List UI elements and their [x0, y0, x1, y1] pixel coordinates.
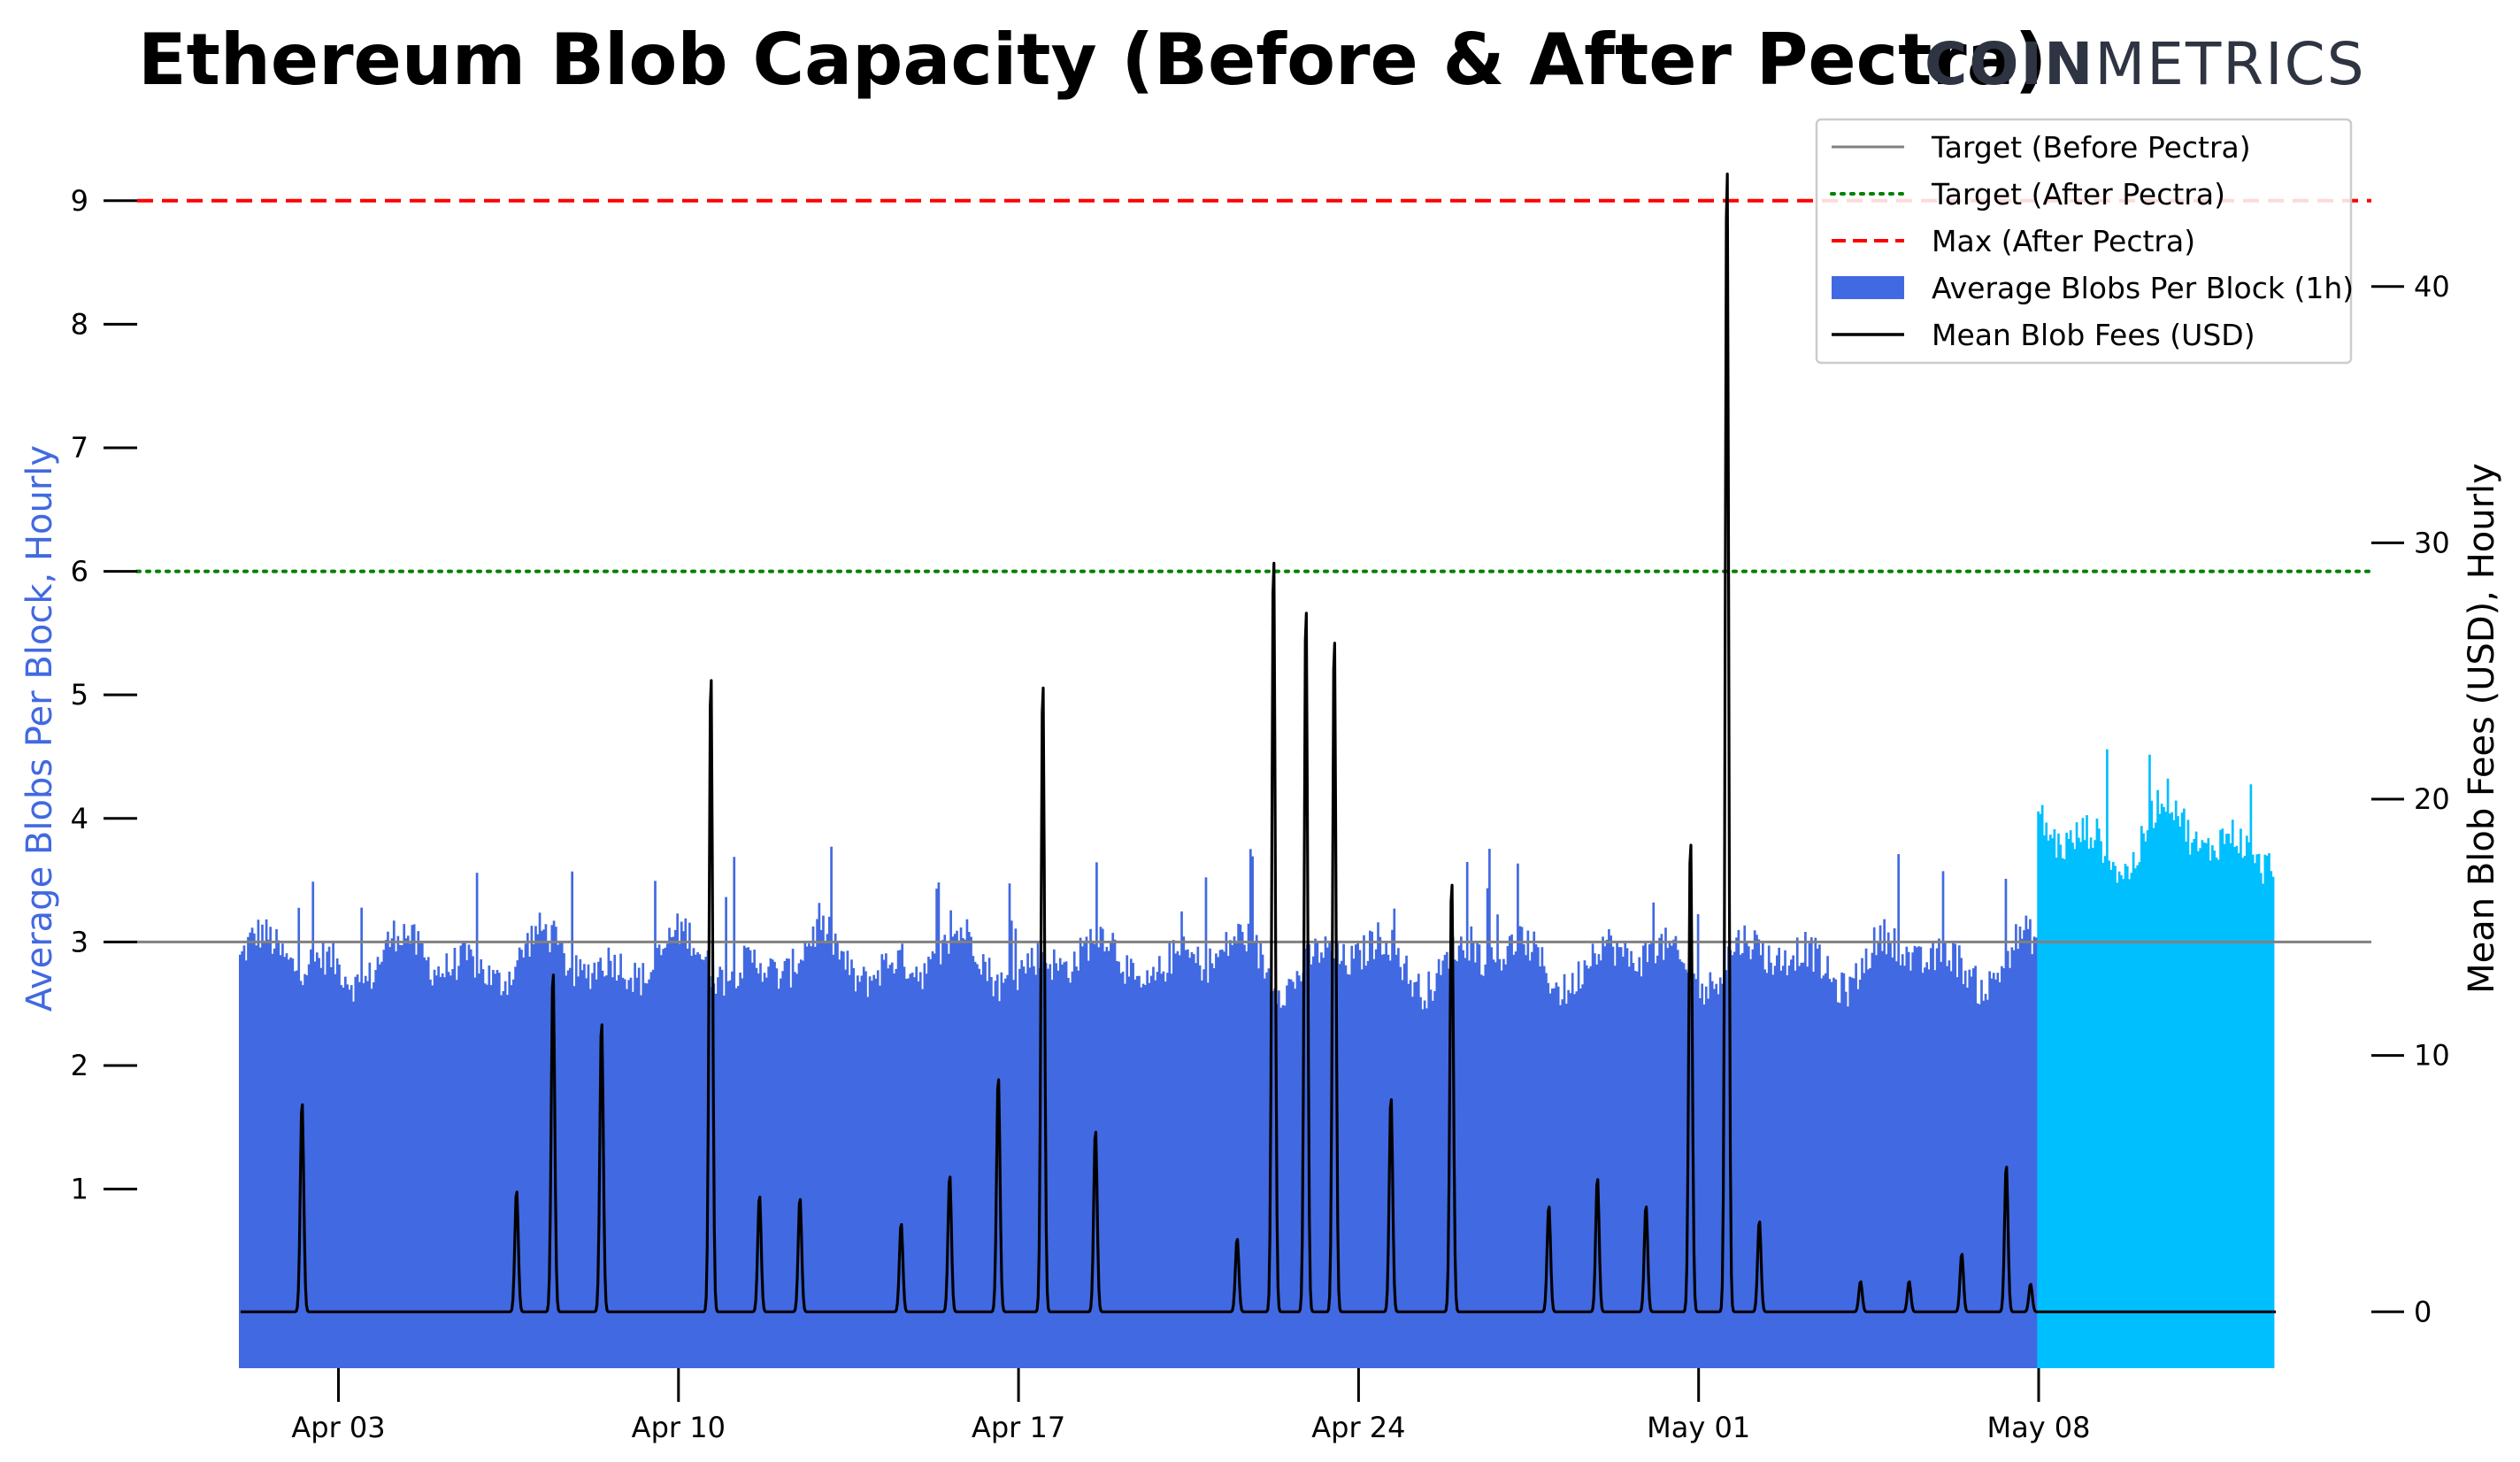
- bars-after-pectra-shape: [2037, 749, 2275, 1368]
- left-tick-label: 6: [71, 555, 88, 589]
- right-tick-label: 10: [2414, 1039, 2450, 1073]
- left-tick-label: 5: [71, 678, 88, 712]
- x-tick-label: Apr 17: [972, 1411, 1065, 1444]
- legend-item: Max (After Pectra): [1832, 224, 2195, 258]
- legend-frame: [1815, 118, 2353, 365]
- x-tick-label: Apr 03: [291, 1411, 385, 1444]
- bars-after-pectra: [2037, 749, 2275, 1368]
- x-tick-label: Apr 10: [632, 1411, 726, 1444]
- legend-item: Average Blobs Per Block (1h): [1832, 271, 2354, 305]
- right-tick-label: 0: [2414, 1295, 2432, 1328]
- chart-title: Ethereum Blob Capacity (Before & After P…: [138, 19, 2047, 101]
- x-axis: Apr 03 Apr 10 Apr 17 Apr 24 May 01 May 08: [291, 1368, 2091, 1444]
- right-y-axis: 0 10 20 30 40: [2371, 270, 2450, 1328]
- bars-before-pectra: [239, 846, 2038, 1368]
- x-tick-label: May 08: [1986, 1411, 2090, 1444]
- left-tick-label: 3: [71, 925, 88, 958]
- legend-label: Max (After Pectra): [1932, 224, 2195, 258]
- legend-label: Mean Blob Fees (USD): [1932, 318, 2255, 352]
- legend-item: Target (Before Pectra): [1832, 130, 2251, 165]
- mean-blob-fees-series: [240, 173, 2277, 1313]
- left-tick-label: 7: [71, 431, 88, 465]
- legend-swatch: [1832, 276, 1904, 299]
- x-tick-label: May 01: [1647, 1411, 1750, 1444]
- right-tick-label: 40: [2414, 270, 2450, 304]
- coinmetrics-logo: COINMETRICS: [1925, 30, 2366, 98]
- legend-item: Mean Blob Fees (USD): [1832, 318, 2255, 352]
- x-tick-label: Apr 24: [1311, 1411, 1405, 1444]
- svg-text:COINMETRICS: COINMETRICS: [1925, 30, 2366, 98]
- left-tick-label: 8: [71, 307, 88, 341]
- legend: Target (Before Pectra) Target (After Pect…: [1815, 118, 2354, 365]
- legend-label: Target (Before Pectra): [1931, 130, 2251, 165]
- logo-metrics: METRICS: [2094, 30, 2365, 98]
- legend-label: Average Blobs Per Block (1h): [1932, 271, 2354, 305]
- left-tick-label: 4: [71, 802, 88, 835]
- left-y-axis: 1 2 3 4 5 6 7 8 9: [71, 184, 137, 1206]
- legend-label: Target (After Pectra): [1931, 177, 2225, 212]
- right-tick-label: 20: [2414, 782, 2450, 816]
- legend-item: Target (After Pectra): [1830, 177, 2225, 212]
- fee-line: [240, 173, 2277, 1313]
- left-tick-label: 2: [71, 1049, 88, 1082]
- left-y-axis-label: Average Blobs Per Block, Hourly: [19, 445, 60, 1012]
- right-y-axis-label: Mean Blob Fees (USD), Hourly: [2462, 463, 2502, 994]
- right-tick-label: 30: [2414, 526, 2450, 559]
- left-tick-label: 9: [71, 184, 88, 218]
- logo-coin: COIN: [1925, 30, 2094, 98]
- left-tick-label: 1: [71, 1173, 88, 1206]
- bars-before-pectra-shape: [239, 846, 2038, 1368]
